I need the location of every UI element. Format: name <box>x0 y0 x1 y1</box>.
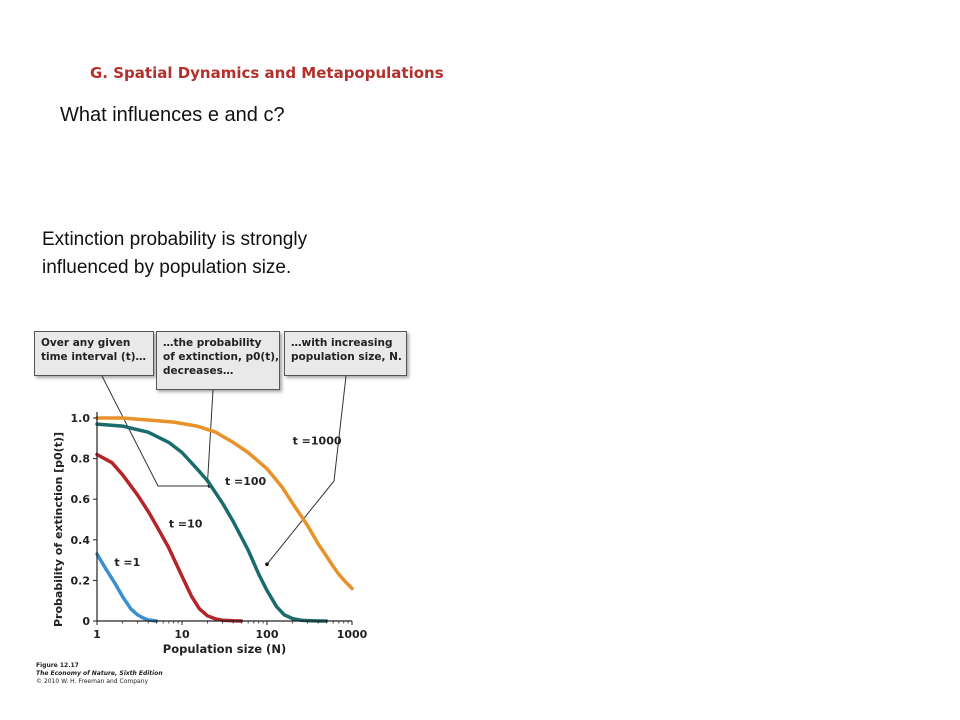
question-text: What influences e and c? <box>60 104 285 126</box>
axes-layer <box>93 412 353 625</box>
series-label-3: t =100 <box>225 475 267 488</box>
series-line-2 <box>95 452 244 623</box>
callout-time-interval: Over any given time interval (t)… <box>34 331 154 376</box>
statement-text: Extinction probability is strongly influ… <box>42 226 442 282</box>
statement-line-2: influenced by population size. <box>42 257 292 278</box>
series-line-4 <box>95 416 354 591</box>
slide-title: G. Spatial Dynamics and Metapopulations <box>90 64 444 82</box>
callout-2-line-1: …the probability <box>163 337 262 349</box>
x-tick-label-1: 1 <box>93 628 101 641</box>
callout-2-line-2: of extinction, p0(t), <box>163 351 280 363</box>
labels-layer: 1 10 100 1000 0 0.2 0.4 0.6 0.8 1.0 Population siz… <box>52 412 368 656</box>
figure-caption: Figure 12.17 The Economy of Nature, Sixt… <box>36 662 163 686</box>
y-tick-label-1: 0 <box>82 615 90 628</box>
series-line-1 <box>95 552 159 623</box>
callout-3-line-1: …with increasing <box>291 337 393 349</box>
callout-1-line-1: Over any given <box>41 337 131 349</box>
y-axis-label: Probability of extinction [p0(t)] <box>52 432 65 627</box>
series-line-3 <box>95 422 329 623</box>
leader-line-time-interval <box>101 375 210 487</box>
callout-probability: …the probability of extinction, p0(t), d… <box>156 331 280 390</box>
y-tick-label-6: 1.0 <box>71 412 91 425</box>
callout-population-size: …with increasing population size, N. <box>284 331 407 376</box>
y-tick-label-5: 0.8 <box>71 453 91 466</box>
caption-copyright: © 2010 W. H. Freeman and Company <box>36 678 149 685</box>
callout-leader-lines <box>101 375 347 566</box>
series-label-4: t =1000 <box>293 434 342 447</box>
callout-3-line-2: population size, N. <box>291 351 402 363</box>
statement-line-1: Extinction probability is strongly <box>42 229 308 250</box>
caption-book-title: The Economy of Nature, Sixth Edition <box>36 670 163 677</box>
series-label-1: t =1 <box>114 556 140 569</box>
caption-figure-number: Figure 12.17 <box>36 662 79 669</box>
x-tick-label-2: 10 <box>174 628 190 641</box>
x-axis-label: Population size (N) <box>163 642 286 656</box>
y-tick-label-2: 0.2 <box>71 574 91 587</box>
x-tick-label-4: 1000 <box>337 628 368 641</box>
y-tick-label-3: 0.4 <box>71 534 91 547</box>
leader-line-probability <box>207 389 214 481</box>
leader-dot-population-size <box>265 562 269 566</box>
series-label-2: t =10 <box>169 518 203 531</box>
callout-2-line-3: decreases… <box>163 365 234 377</box>
callout-1-line-2: time interval (t)… <box>41 351 147 363</box>
series-layer <box>95 416 354 623</box>
leader-line-population-size <box>266 375 347 565</box>
x-tick-label-3: 100 <box>256 628 279 641</box>
y-tick-label-4: 0.6 <box>71 493 91 506</box>
